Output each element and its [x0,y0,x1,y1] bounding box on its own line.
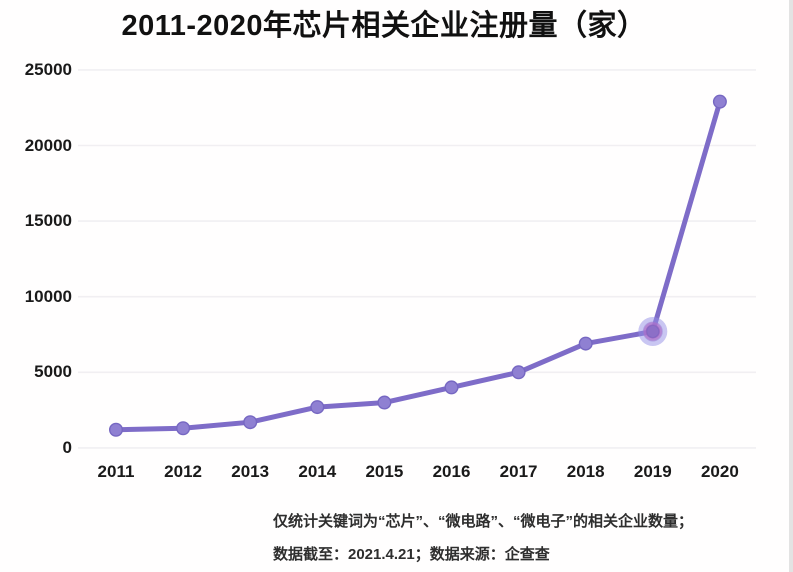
y-tick-label: 10000 [24,286,72,306]
series-line [113,99,723,433]
page-edge-strip [789,0,793,572]
x-tick-label: 2011 [97,462,135,481]
highlight-ring [643,322,663,341]
y-tick-label: 5000 [34,362,72,382]
data-point-2019 [645,324,660,339]
y-tick-label: 0 [62,437,72,457]
data-point-2014 [310,400,325,415]
x-tick-label: 2020 [700,462,739,481]
x-tick-label: 2012 [164,462,202,481]
y-tick-label: 15000 [24,211,72,231]
data-point-2012 [176,421,191,436]
chart-title: 2011-2020年芯片相关企业注册量（家） [121,10,647,42]
x-tick-label: 2013 [231,462,270,481]
data-point-2016 [444,380,459,395]
x-tick-label: 2016 [432,462,471,481]
footnote-keywords: 仅统计关键词为“芯片”、“微电路”、“微电子”的相关企业数量； [273,513,694,530]
x-tick-label: 2019 [633,462,672,481]
x-tick-label: 2018 [566,462,605,481]
data-point-2017 [511,365,526,380]
x-tick-label: 2014 [298,462,337,481]
data-point-2015 [377,395,392,410]
y-tick-label: 20000 [24,135,72,155]
data-point-2011 [108,422,123,437]
y-tick-label: 25000 [24,59,72,79]
x-tick-label: 2017 [499,462,538,481]
data-point-2018 [578,336,593,351]
data-point-2020 [712,94,727,109]
x-tick-label: 2015 [365,462,404,481]
data-point-2013 [243,415,258,430]
footnote-source: 数据截至：2021.4.21；数据来源：企查查 [273,546,550,563]
